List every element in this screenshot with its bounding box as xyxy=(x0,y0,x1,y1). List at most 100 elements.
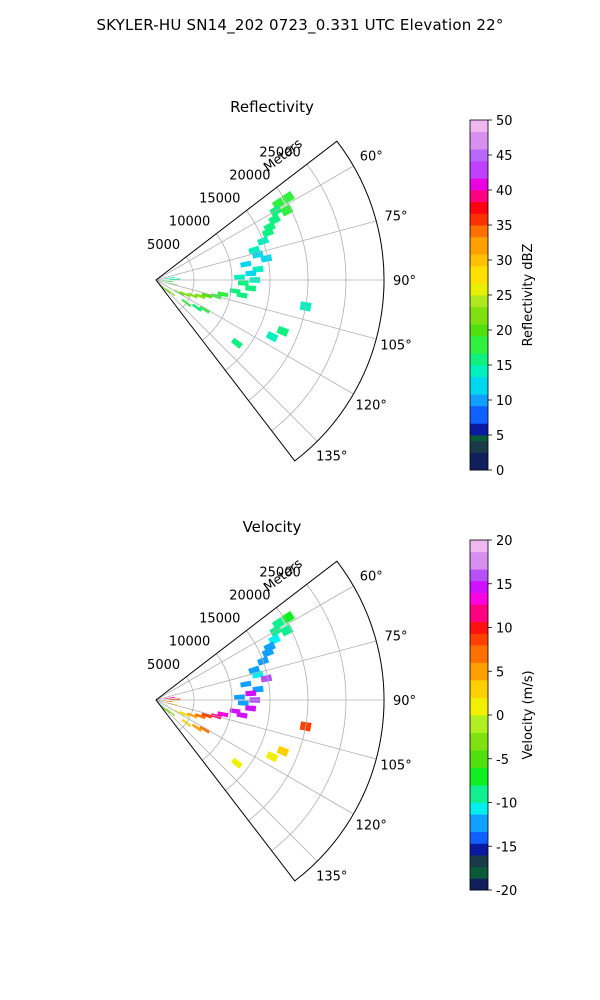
colorbar-segment-21 xyxy=(470,761,488,768)
colorbar-tick-label-8: 20 xyxy=(496,534,513,549)
colorbar-segment-25 xyxy=(470,738,488,745)
colorbar-segment-22 xyxy=(470,755,488,763)
colorbar-segment-57 xyxy=(470,551,488,558)
colorbar-tick-label-0: 0 xyxy=(496,464,504,479)
data-cell-1 xyxy=(271,197,286,210)
colorbar-segment-40 xyxy=(470,650,488,658)
colorbar-segment-15 xyxy=(470,376,488,383)
colorbar-segment-9 xyxy=(470,831,488,838)
theta-tick-label-0: 60° xyxy=(360,570,383,585)
colorbar-segment-19 xyxy=(470,353,488,360)
r-tick-label-3: 20000 xyxy=(229,168,270,183)
theta-tick-label-2: 90° xyxy=(393,274,416,289)
data-cell-1 xyxy=(271,617,286,630)
colorbar-segment-21 xyxy=(470,341,488,348)
data-cell-16 xyxy=(237,700,249,706)
spoke-4 xyxy=(155,279,354,395)
colorbar-segment-51 xyxy=(470,166,488,173)
colorbar-segment-35 xyxy=(470,680,488,687)
colorbar-segment-15 xyxy=(470,796,488,803)
ring-4 xyxy=(271,584,347,852)
colorbar-segment-54 xyxy=(470,569,488,576)
colorbar-segment-48 xyxy=(470,604,488,611)
r-tick-label-4: 25000 xyxy=(259,565,300,580)
colorbar-segment-39 xyxy=(470,236,488,243)
colorbar-segment-46 xyxy=(470,615,488,623)
theta-tick-label-3: 105° xyxy=(380,758,411,773)
colorbar-segment-55 xyxy=(470,563,488,570)
ring-3 xyxy=(248,187,309,401)
colorbar-segment-4 xyxy=(470,860,488,868)
colorbar-segment-58 xyxy=(470,125,488,133)
colorbar-segment-43 xyxy=(470,633,488,640)
colorbar-tick-label-2: 10 xyxy=(496,394,513,409)
colorbar-segment-3 xyxy=(470,446,488,453)
colorbar-segment-31 xyxy=(470,283,488,290)
colorbar-segment-24 xyxy=(470,744,488,751)
colorbar-segment-13 xyxy=(470,808,488,815)
data-cell-14 xyxy=(234,274,245,280)
data-cell-30 xyxy=(166,708,176,717)
r-tick-label-2: 15000 xyxy=(199,192,240,207)
colorbar-segment-16 xyxy=(470,370,488,378)
colorbar-segment-32 xyxy=(470,277,488,284)
colorbar-tick-label-0: -20 xyxy=(496,884,517,899)
colorbar-segment-37 xyxy=(470,248,488,255)
colorbar-segment-52 xyxy=(470,160,488,168)
colorbar-segment-0 xyxy=(470,464,488,471)
reflectivity-data xyxy=(156,190,312,349)
colorbar-tick-label-6: 10 xyxy=(496,622,513,637)
colorbar-segment-58 xyxy=(470,545,488,553)
colorbar-segment-51 xyxy=(470,586,488,593)
colorbar-segment-57 xyxy=(470,131,488,138)
colorbar-segment-12 xyxy=(470,814,488,821)
r-tick-label-0: 5000 xyxy=(147,238,180,253)
data-cell-40 xyxy=(230,337,243,349)
colorbar-segment-6 xyxy=(470,429,488,436)
data-cell-0 xyxy=(281,610,295,624)
colorbar-segment-47 xyxy=(470,190,488,197)
data-cell-25 xyxy=(179,710,190,718)
data-cell-0 xyxy=(281,190,295,204)
spoke-3 xyxy=(155,699,377,760)
data-cell-19 xyxy=(236,711,248,719)
colorbar-segment-17 xyxy=(470,785,488,792)
colorbar-segment-41 xyxy=(470,225,488,232)
data-cell-27 xyxy=(199,305,211,314)
colorbar-segment-7 xyxy=(470,843,488,850)
colorbar-segment-11 xyxy=(470,820,488,827)
reflectivity-subtitle: Reflectivity xyxy=(230,98,314,116)
r-tick-label-2: 15000 xyxy=(199,612,240,627)
data-cell-27 xyxy=(199,725,211,734)
velocity-colorbar: -20 -15 -10 -5 0 5 10 15 20 xyxy=(469,534,517,899)
colorbar-segment-50 xyxy=(470,592,488,599)
data-cell-30 xyxy=(166,288,176,297)
ring-4 xyxy=(271,164,347,432)
ring-2 xyxy=(225,630,271,791)
data-cell-20 xyxy=(217,291,229,298)
colorbar-segment-56 xyxy=(470,137,488,144)
ring-0 xyxy=(178,676,195,731)
colorbar-segment-37 xyxy=(470,668,488,675)
colorbar-segment-49 xyxy=(470,178,488,185)
data-cell-35 xyxy=(164,276,175,280)
colorbar-tick-label-3: 15 xyxy=(496,359,513,374)
colorbar-tick-label-3: -5 xyxy=(496,753,509,768)
colorbar-segment-42 xyxy=(470,639,488,646)
colorbar-segment-18 xyxy=(470,779,488,786)
colorbar-segment-59 xyxy=(470,540,488,547)
colorbar-segment-31 xyxy=(470,703,488,710)
data-cell-6 xyxy=(261,227,275,238)
colorbar-segment-33 xyxy=(470,271,488,278)
data-cell-17 xyxy=(245,285,257,292)
colorbar-segment-11 xyxy=(470,400,488,407)
colorbar-segment-44 xyxy=(470,627,488,634)
colorbar-segment-3 xyxy=(470,866,488,873)
colorbar-segment-27 xyxy=(470,726,488,733)
spoke-0 xyxy=(155,165,354,281)
colorbar-segment-17 xyxy=(470,365,488,372)
reflectivity-grid: 5000 10000 15000 20000 25000 60° 75° 90° 105° 120… xyxy=(147,140,416,465)
theta-tick-label-2: 90° xyxy=(393,694,416,709)
colorbar-segment-14 xyxy=(470,802,488,809)
colorbar-segment-18 xyxy=(470,359,488,366)
